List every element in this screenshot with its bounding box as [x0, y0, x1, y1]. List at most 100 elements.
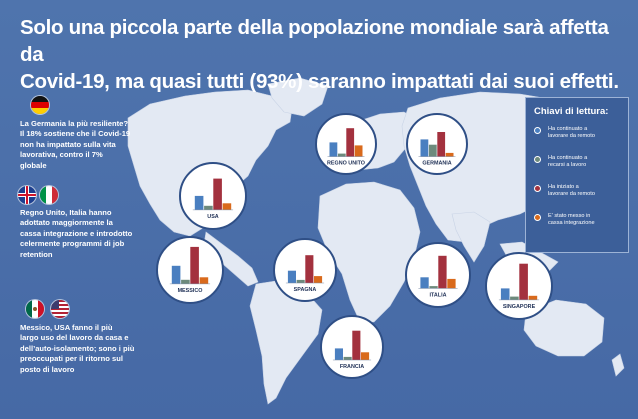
chart-bar: [213, 178, 222, 210]
chart-bar: [447, 278, 456, 289]
country-chart: REGNO UNITO: [315, 113, 377, 175]
chart-circle: [485, 252, 553, 320]
chart-bar: [420, 139, 429, 157]
legend-label: Ha continuato a recarsi a lavoro: [548, 155, 587, 169]
uk-italy-note-line: retention: [20, 249, 53, 259]
mexico-usa-note-line: largo uso del lavoro da casa e: [20, 333, 129, 343]
legend-label-line: recarsi a lavoro: [548, 162, 587, 168]
chart-bar: [420, 277, 429, 289]
page-title: Solo una piccola parte della popolazione…: [20, 14, 620, 95]
uk-italy-note-line: adottato maggiormente la: [20, 218, 113, 228]
legend-title: Chiavi di lettura:: [534, 106, 609, 117]
chart-label: ITALIA: [430, 292, 447, 298]
chart-label: MESSICO: [178, 288, 203, 294]
chart-bar: [194, 195, 204, 210]
chart-bar: [171, 265, 181, 284]
chart-label: REGNO UNITO: [327, 161, 365, 167]
uk-flag-icon: [18, 186, 36, 204]
chart-circle: [406, 113, 468, 175]
australia-shape: [523, 299, 605, 357]
chart-bar: [519, 263, 528, 300]
legend-dot-icon: [534, 156, 541, 163]
legend-dot-icon: [534, 127, 541, 134]
uk-italy-note: Regno Unito, Italia hanno adottato maggi…: [20, 208, 132, 260]
uk-italy-note-line: cassa integrazione e introdotto: [20, 228, 133, 238]
chart-bar: [222, 203, 232, 210]
chart-circle: [156, 236, 224, 304]
legend-label-line: Ha continuato a: [548, 155, 588, 161]
legend-label: E' stato messo in cassa integrazione: [548, 213, 595, 227]
legend-box: Chiavi di lettura: Ha continuato a lavor…: [525, 97, 629, 253]
chart-bar: [343, 356, 352, 360]
legend-label: Ha continuato a lavorare da remoto: [548, 126, 595, 140]
legend-dot-icon: [534, 185, 541, 192]
chart-bar: [437, 132, 446, 157]
mexico-usa-note: Messico, USA fanno il più largo uso del …: [20, 323, 134, 375]
chart-circle: [405, 242, 471, 308]
country-chart: ITALIA: [405, 242, 471, 308]
chart-bar: [361, 352, 370, 360]
chart-circle: [179, 162, 247, 230]
chart-bar: [354, 145, 363, 157]
chart-bar: [334, 348, 343, 360]
india-shape: [451, 211, 491, 263]
chart-bar: [337, 153, 346, 157]
chart-bar: [528, 295, 538, 300]
italy-flag-icon: [40, 186, 58, 204]
chart-label: USA: [207, 214, 218, 220]
chart-bar: [346, 128, 355, 157]
chart-bar: [438, 255, 447, 289]
country-chart: USA: [179, 162, 247, 230]
mexico-usa-note-line: preoccupati per il ritorno sul: [20, 354, 123, 364]
legend-dot-icon: [534, 214, 541, 221]
legend-label-line: E' stato messo in: [548, 213, 591, 219]
chart-bar: [314, 276, 323, 283]
chart-bar: [199, 277, 209, 284]
chart-bar: [445, 152, 454, 157]
new-zealand-shape: [611, 353, 625, 377]
country-chart: MESSICO: [156, 236, 224, 304]
chart-bar: [190, 246, 199, 284]
country-chart: SPAGNA: [273, 238, 337, 302]
chart-label: SINGAPORE: [503, 304, 536, 310]
chart-circle: [273, 238, 337, 302]
legend-label-line: Ha continuato a: [548, 126, 588, 132]
usa-flag-icon: [51, 300, 69, 318]
chart-bar: [181, 279, 190, 284]
chart-bar: [296, 279, 305, 283]
chart-bar: [510, 296, 519, 300]
germany-note-line: La Germania la più resiliente?: [20, 119, 129, 128]
mexico-usa-note-line: dell’auto-isolamento; sono i più: [20, 343, 135, 353]
germany-note-line: non ha impattato sulla vita: [20, 139, 116, 149]
title-line-2: Covid-19, ma quasi tutti (93%) saranno i…: [20, 70, 619, 93]
chart-bar: [329, 142, 338, 157]
germany-note-line: globale: [20, 160, 47, 170]
uk-italy-note-line: celermente programmi di job: [20, 239, 125, 249]
chart-bar: [429, 286, 438, 289]
chart-label: GERMANIA: [422, 161, 451, 167]
mexico-usa-note-line: Messico, USA fanno il più: [20, 323, 113, 332]
chart-bar: [500, 288, 510, 300]
title-line-1: Solo una piccola parte della popolazione…: [20, 16, 609, 66]
chart-bar: [305, 255, 314, 283]
mexico-flag-icon: [26, 300, 44, 318]
chart-bar: [287, 270, 296, 283]
chart-bar: [428, 144, 437, 157]
chart-bar: [352, 330, 361, 360]
legend-label-line: lavorare da remoto: [548, 133, 595, 139]
legend-label-line: Ha iniziato a: [548, 184, 579, 190]
germany-note: La Germania la più resiliente? Il 18% so…: [20, 119, 130, 171]
germany-note-line: lavorativa, contro il 7%: [20, 150, 103, 160]
legend-label-line: lavorare da remoto: [548, 191, 595, 197]
germany-flag-icon: [31, 96, 49, 114]
chart-bar: [204, 205, 213, 210]
chart-label: SPAGNA: [294, 287, 317, 293]
country-chart: GERMANIA: [406, 113, 468, 175]
chart-circle: [315, 113, 377, 175]
country-chart: SINGAPORE: [485, 252, 553, 320]
germany-note-line: Il 18% sostiene che il Covid-19: [20, 129, 131, 139]
chart-label: FRANCIA: [340, 364, 364, 370]
greenland-shape: [267, 77, 329, 117]
legend-label: Ha iniziato a lavorare da remoto: [548, 184, 595, 198]
